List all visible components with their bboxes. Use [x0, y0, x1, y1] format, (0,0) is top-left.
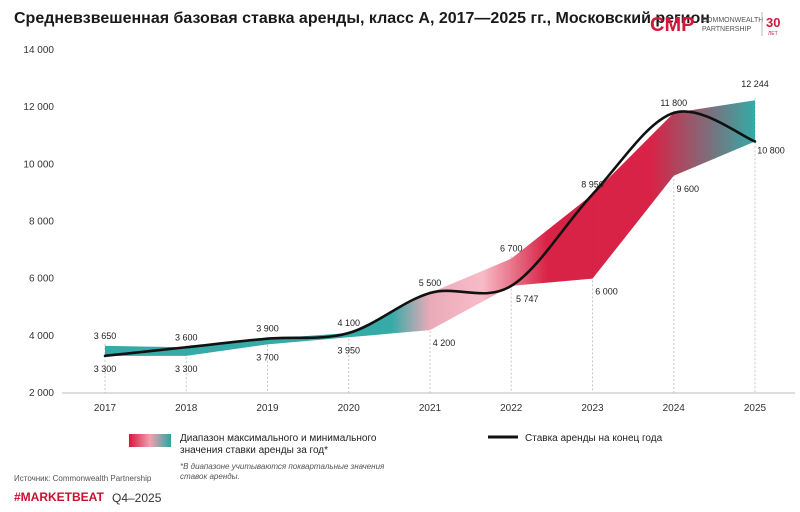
- company-logo: CMP COMMONWEALTH PARTNERSHIP 30 ЛЕТ: [650, 12, 780, 37]
- legend-note: *В диапазоне учитываются поквартальные з…: [180, 462, 385, 481]
- legend-line-label: Ставка аренды на конец года: [525, 433, 663, 444]
- legend-range-label: Диапазон максимального и минимального зн…: [180, 433, 377, 456]
- report-period: Q4–2025: [112, 491, 162, 505]
- x-tick-label-2025: 2025: [744, 403, 767, 414]
- x-tick-label-2020: 2020: [338, 403, 361, 414]
- max-value-label-2017: 3 650: [94, 331, 117, 341]
- max-value-label-2020: 4 100: [337, 318, 360, 328]
- x-tick-label-2019: 2019: [256, 403, 279, 414]
- min-value-label-2021: 4 200: [433, 338, 456, 348]
- marketbeat-brand: #MARKETBEAT: [14, 490, 104, 504]
- y-tick-label: 10 000: [23, 159, 54, 170]
- min-value-label-2023: 6 000: [595, 287, 618, 297]
- max-value-label-2019: 3 900: [256, 324, 279, 334]
- logo-years: 30: [766, 15, 780, 30]
- chart-title: Средневзвешенная базовая ставка аренды, …: [14, 10, 710, 27]
- x-tick-label-2023: 2023: [581, 403, 604, 414]
- x-tick-label-2022: 2022: [500, 403, 523, 414]
- min-value-label-2024: 9 600: [676, 184, 699, 194]
- logo-years-label: ЛЕТ: [768, 31, 778, 37]
- y-tick-label: 4 000: [29, 331, 54, 342]
- x-tick-label-2021: 2021: [419, 403, 442, 414]
- max-value-label-2022: 6 700: [500, 244, 523, 254]
- x-tick-label-2017: 2017: [94, 403, 117, 414]
- min-value-label-2018: 3 300: [175, 364, 198, 374]
- logo-line2: PARTNERSHIP: [702, 26, 751, 33]
- logo-mark: CMP: [650, 14, 694, 36]
- min-value-label-2019: 3 700: [256, 352, 279, 362]
- x-tick-label-2024: 2024: [663, 403, 686, 414]
- y-tick-label: 12 000: [23, 102, 54, 113]
- min-value-label-2017: 3 300: [94, 364, 117, 374]
- x-tick-label-2018: 2018: [175, 403, 198, 414]
- range-band: [105, 100, 755, 356]
- min-value-label-2020: 3 950: [337, 345, 360, 355]
- logo-line1: COMMONWEALTH: [702, 17, 763, 24]
- max-value-label-2025: 12 244: [741, 79, 769, 89]
- y-tick-label: 2 000: [29, 388, 54, 399]
- legend-range-swatch: [129, 434, 171, 447]
- y-tick-label: 8 000: [29, 217, 54, 228]
- min-value-label-2022: 5 747: [516, 294, 539, 304]
- year-end-rate-line: [103, 110, 757, 358]
- max-value-label-2023: 8 950: [581, 179, 604, 189]
- max-value-label-2021: 5 500: [419, 278, 442, 288]
- y-tick-label: 6 000: [29, 274, 54, 285]
- y-tick-label: 14 000: [23, 45, 54, 56]
- max-value-label-2018: 3 600: [175, 332, 198, 342]
- max-value-label-2024: 11 800: [660, 98, 687, 108]
- min-value-label-2025: 10 800: [757, 145, 785, 155]
- source-note: Источник: Commonwealth Partnership: [14, 474, 152, 483]
